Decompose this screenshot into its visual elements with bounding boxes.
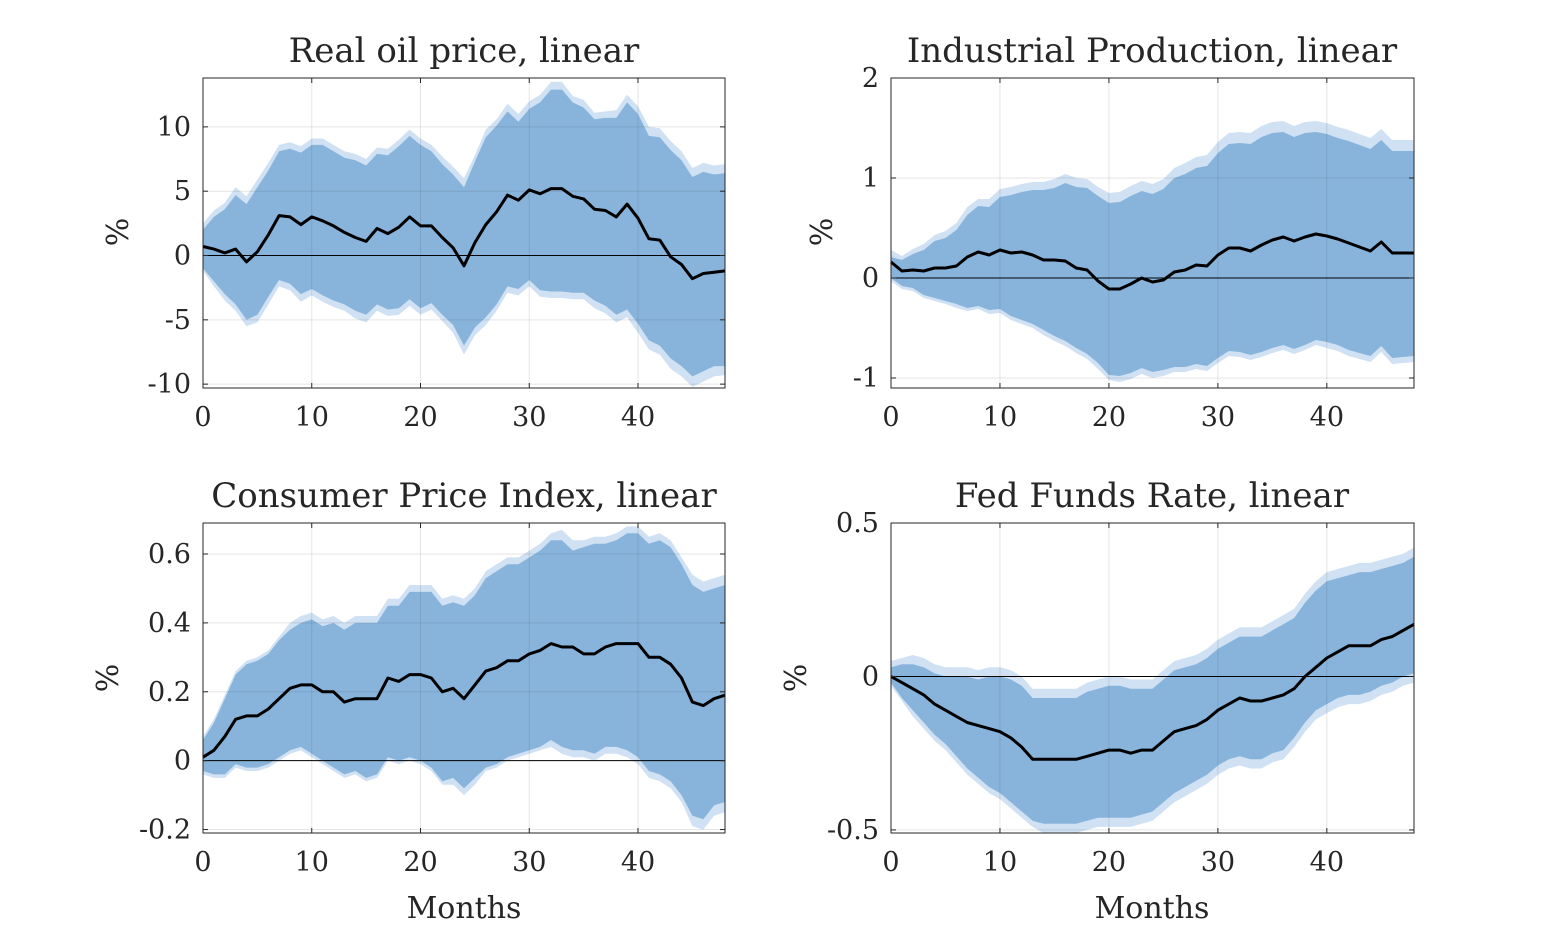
x-tick-label: 20 — [1092, 402, 1126, 433]
x-tick-label: 10 — [983, 847, 1017, 878]
y-tick-label: -10 — [148, 369, 191, 400]
panel-title: Real oil price, linear — [289, 31, 640, 71]
x-tick-label: 30 — [512, 402, 546, 433]
median-response-line — [202, 642, 726, 759]
panel-fed-funds-rate: 0 10 20 30 40-0.500.5 Fed Funds Rate, linear… — [779, 476, 1415, 926]
x-tick-label: 20 — [1092, 847, 1126, 878]
x-tick-label: 0 — [882, 847, 899, 878]
y-tick-label: 5 — [174, 176, 191, 207]
inner-confidence-band — [203, 89, 725, 377]
axes-box — [202, 77, 726, 389]
median-response-line — [890, 232, 1414, 291]
x-tick-label: 40 — [1310, 847, 1344, 878]
x-tick-label: 20 — [403, 847, 437, 878]
y-tick-label: 0 — [862, 661, 879, 692]
x-tick-label: 10 — [983, 402, 1017, 433]
y-tick-label: 0.6 — [148, 539, 191, 570]
y-tick-label: 0.2 — [148, 677, 191, 708]
y-tick-label: 0 — [862, 263, 879, 294]
y-tick-label: 0 — [174, 746, 191, 777]
inner-confidence-band — [891, 556, 1414, 824]
median-response-line — [202, 187, 726, 281]
x-tick-label: 40 — [621, 847, 655, 878]
x-tick-label: 30 — [1201, 402, 1235, 433]
y-tick-label: 2 — [862, 63, 879, 94]
x-tick-label: 0 — [194, 847, 211, 878]
y-tick-label: -5 — [165, 305, 191, 336]
x-tick-label: 20 — [403, 402, 437, 433]
axes-box — [890, 77, 1415, 389]
axes-box — [202, 522, 726, 834]
x-tick-label: 0 — [194, 402, 211, 433]
x-tick-label: 30 — [512, 847, 546, 878]
y-tick-label: 10 — [157, 112, 191, 143]
y-tick-label: -0.2 — [139, 815, 191, 846]
inner-confidence-band — [203, 533, 725, 820]
x-tick-label: 30 — [1201, 847, 1235, 878]
x-tick-label: 40 — [621, 402, 655, 433]
x-tick-label: 40 — [1310, 402, 1344, 433]
x-tick-label: 10 — [295, 847, 329, 878]
x-tick-label: 10 — [295, 402, 329, 433]
panel-consumer-price-index: 0 10 20 30 40-0.200.20.40.6 Consumer Price I… — [91, 476, 726, 926]
panel-real-oil-price: 0 10 20 30 40 -10 -5 0 5 10 Real oil price, linea… — [101, 31, 726, 433]
panel-title: Consumer Price Index, linear — [211, 476, 717, 516]
median-response-line — [890, 622, 1415, 761]
y-tick-label: 0 — [174, 241, 191, 272]
inner-confidence-band — [891, 132, 1414, 376]
y-tick-label: 1 — [862, 163, 879, 194]
panel-title: Industrial Production, linear — [907, 31, 1398, 71]
panel-title: Fed Funds Rate, linear — [955, 476, 1350, 516]
y-tick-label: 0.4 — [148, 608, 191, 639]
x-axis-label: Months — [1095, 891, 1210, 926]
y-axis-label: % — [91, 664, 126, 693]
y-axis-label: % — [101, 218, 136, 247]
y-tick-label: 0.5 — [836, 508, 879, 539]
x-tick-label: 0 — [882, 402, 899, 433]
y-tick-label: -0.5 — [827, 815, 879, 846]
axes-box — [890, 522, 1415, 834]
y-axis-label: % — [779, 664, 814, 693]
y-tick-label: -1 — [853, 363, 879, 394]
x-axis-label: Months — [407, 891, 522, 926]
y-axis-label: % — [805, 218, 840, 247]
